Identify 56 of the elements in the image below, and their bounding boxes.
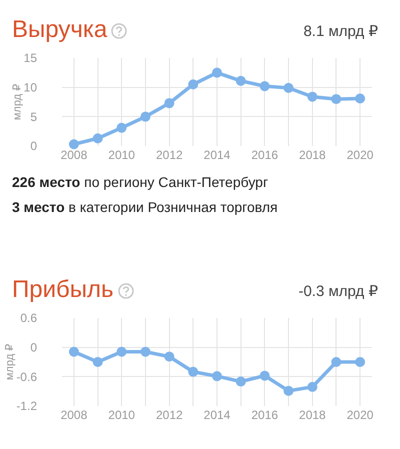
y-tick-label: -1.2	[16, 399, 38, 414]
point	[212, 68, 222, 78]
point	[284, 82, 294, 93]
y-tick-label: 15	[24, 51, 38, 66]
x-tick-label: 2014	[204, 408, 231, 422]
x-tick-label: 2020	[346, 148, 374, 162]
point	[140, 112, 150, 122]
x-tick-label: 2020	[346, 408, 374, 422]
point	[331, 94, 342, 104]
point	[116, 122, 127, 133]
point	[331, 357, 342, 367]
y-tick-label: 5	[30, 110, 38, 124]
text: -0.3 млрд ₽	[298, 282, 378, 300]
point	[116, 346, 127, 357]
point	[307, 382, 318, 392]
point	[68, 346, 79, 357]
y-tick-label: -0.6	[16, 370, 38, 384]
chart-title: Прибыль	[12, 276, 115, 304]
point	[355, 93, 366, 104]
y-tick-label: 0	[30, 340, 38, 355]
x-tick-label: 2012	[156, 148, 183, 162]
point	[307, 92, 318, 102]
point	[260, 81, 270, 92]
y-axis-title: млрд ₽	[4, 344, 16, 380]
point	[212, 371, 222, 382]
x-tick-label: 2008	[60, 408, 88, 422]
chart-title: Выручка	[12, 16, 108, 44]
point	[140, 346, 150, 357]
point	[188, 79, 198, 90]
x-tick-label: 2008	[60, 148, 88, 162]
point	[92, 357, 103, 367]
point	[164, 352, 174, 362]
point	[260, 370, 270, 381]
x-tick-label: 2012	[156, 408, 183, 422]
point	[236, 76, 246, 86]
x-tick-label: 2014	[204, 148, 231, 162]
point	[284, 386, 294, 396]
point	[92, 133, 103, 144]
x-tick-label: 2016	[251, 148, 278, 162]
x-tick-label: 2010	[108, 408, 136, 422]
point	[236, 376, 246, 387]
y-axis-title: млрд ₽	[11, 84, 24, 120]
point	[68, 139, 79, 150]
x-tick-label: 2018	[299, 408, 326, 422]
text: 8.1 млрд ₽	[303, 22, 378, 40]
y-tick-label: 10	[24, 80, 38, 95]
x-tick-label: 2016	[251, 408, 278, 422]
y-tick-label: 0.6	[20, 311, 38, 326]
x-tick-label: 2018	[299, 148, 326, 162]
x-tick-label: 2010	[108, 148, 136, 162]
text: 3 место в категории Розничная торговля	[12, 198, 279, 217]
point	[164, 98, 174, 108]
y-tick-label: 0	[30, 139, 38, 154]
point	[188, 366, 198, 377]
text: 226 место по региону Санкт-Петербург	[12, 173, 270, 192]
point	[355, 357, 366, 367]
